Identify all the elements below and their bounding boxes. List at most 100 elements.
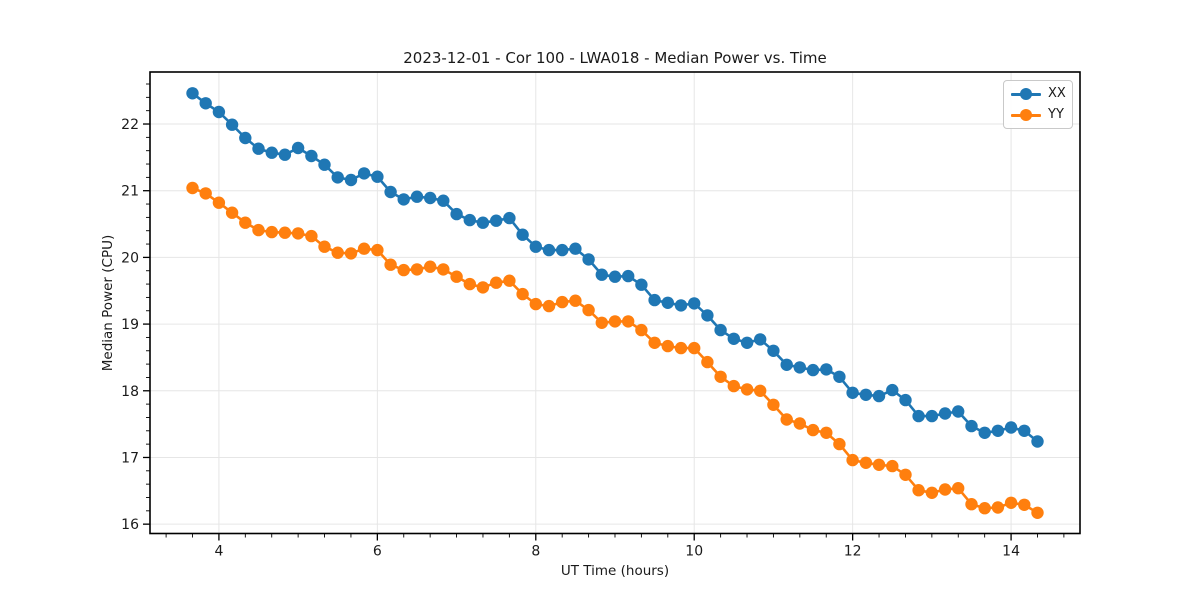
data-point-xx bbox=[476, 216, 490, 229]
data-point-xx bbox=[886, 383, 899, 397]
legend-label: YY bbox=[1048, 107, 1064, 122]
data-point-yy bbox=[252, 223, 265, 237]
series-line-xx bbox=[191, 92, 1039, 443]
y-tick-label: 18 bbox=[121, 384, 139, 400]
data-point-yy bbox=[965, 498, 978, 511]
data-point-yy bbox=[278, 226, 292, 239]
x-tick-label: 12 bbox=[844, 544, 862, 560]
axes-spines bbox=[149, 71, 1081, 535]
data-point-xx bbox=[925, 409, 939, 423]
data-point-yy bbox=[912, 484, 925, 497]
data-point-xx bbox=[450, 207, 463, 221]
data-point-yy bbox=[806, 423, 820, 437]
data-point-yy bbox=[793, 417, 806, 430]
data-point-xx bbox=[806, 363, 820, 377]
data-point-yy bbox=[754, 384, 767, 397]
data-point-yy bbox=[701, 355, 714, 369]
data-point-yy bbox=[331, 246, 344, 259]
data-point-xx bbox=[701, 309, 714, 322]
data-point-yy bbox=[384, 258, 397, 271]
data-point-xx bbox=[278, 148, 292, 161]
data-point-xx bbox=[767, 344, 780, 357]
data-point-xx bbox=[265, 146, 278, 159]
data-point-yy bbox=[595, 316, 608, 329]
data-point-yy bbox=[265, 225, 278, 239]
data-point-yy bbox=[410, 263, 424, 276]
data-point-xx bbox=[542, 243, 556, 257]
legend-line-marker-icon bbox=[1011, 87, 1041, 101]
data-point-xx bbox=[410, 190, 424, 203]
data-point-yy bbox=[938, 483, 952, 496]
data-point-yy bbox=[833, 437, 846, 451]
data-point-xx bbox=[912, 409, 925, 423]
data-point-xx bbox=[344, 173, 358, 187]
data-point-xx bbox=[1004, 421, 1018, 434]
data-point-yy bbox=[1031, 506, 1044, 519]
data-point-yy bbox=[556, 295, 569, 309]
data-point-yy bbox=[239, 216, 252, 229]
data-point-yy bbox=[780, 413, 793, 426]
data-point-yy bbox=[344, 247, 358, 260]
data-point-yy bbox=[582, 303, 595, 317]
data-point-xx bbox=[371, 170, 384, 183]
data-point-xx bbox=[635, 278, 648, 291]
data-point-yy bbox=[199, 187, 212, 200]
data-point-xx bbox=[318, 158, 331, 171]
data-point-xx bbox=[965, 419, 978, 433]
data-point-xx bbox=[991, 424, 1005, 437]
y-tick-label: 16 bbox=[121, 517, 139, 533]
data-point-xx bbox=[833, 370, 846, 383]
data-point-yy bbox=[1004, 496, 1018, 509]
data-point-yy bbox=[225, 206, 239, 219]
data-point-yy bbox=[899, 468, 912, 481]
data-point-yy bbox=[397, 263, 410, 277]
data-point-xx bbox=[608, 270, 622, 283]
data-point-yy bbox=[886, 459, 899, 473]
data-point-yy bbox=[622, 315, 635, 328]
x-tick-label: 14 bbox=[1002, 544, 1020, 560]
data-point-yy bbox=[186, 181, 199, 195]
data-point-xx bbox=[529, 240, 542, 253]
data-point-xx bbox=[582, 253, 595, 266]
y-tick-label: 20 bbox=[121, 250, 139, 266]
y-tick-label: 17 bbox=[121, 450, 139, 466]
data-point-yy bbox=[648, 336, 661, 349]
data-point-xx bbox=[648, 293, 661, 307]
data-point-xx bbox=[714, 323, 727, 337]
data-point-yy bbox=[305, 229, 318, 243]
data-point-xx bbox=[357, 167, 371, 180]
data-point-yy bbox=[661, 339, 674, 353]
data-point-xx bbox=[437, 194, 450, 207]
data-point-xx bbox=[622, 269, 635, 283]
data-point-yy bbox=[635, 323, 648, 337]
data-point-yy bbox=[569, 294, 582, 307]
data-point-yy bbox=[1018, 498, 1031, 511]
data-point-xx bbox=[978, 426, 991, 439]
data-point-yy bbox=[688, 341, 701, 355]
data-point-xx bbox=[212, 105, 226, 119]
data-point-xx bbox=[463, 213, 476, 227]
data-point-yy bbox=[978, 502, 991, 515]
data-point-xx bbox=[199, 97, 212, 110]
data-point-yy bbox=[503, 274, 516, 287]
data-point-xx bbox=[674, 299, 688, 312]
data-point-yy bbox=[212, 196, 226, 209]
x-tick-label: 6 bbox=[373, 544, 382, 560]
data-point-yy bbox=[608, 315, 622, 328]
data-point-xx bbox=[252, 142, 265, 155]
legend-line-marker-icon bbox=[1011, 108, 1041, 122]
data-point-xx bbox=[225, 118, 239, 131]
data-point-xx bbox=[793, 361, 806, 374]
legend-label: XX bbox=[1048, 86, 1066, 101]
y-tick-label: 22 bbox=[121, 117, 139, 133]
data-point-xx bbox=[595, 268, 608, 281]
data-point-xx bbox=[186, 87, 199, 100]
data-point-xx bbox=[503, 211, 516, 225]
data-point-xx bbox=[384, 185, 397, 199]
data-point-xx bbox=[490, 214, 503, 227]
series-line-yy bbox=[192, 186, 1039, 514]
data-point-yy bbox=[714, 370, 727, 383]
data-point-xx bbox=[754, 333, 767, 346]
